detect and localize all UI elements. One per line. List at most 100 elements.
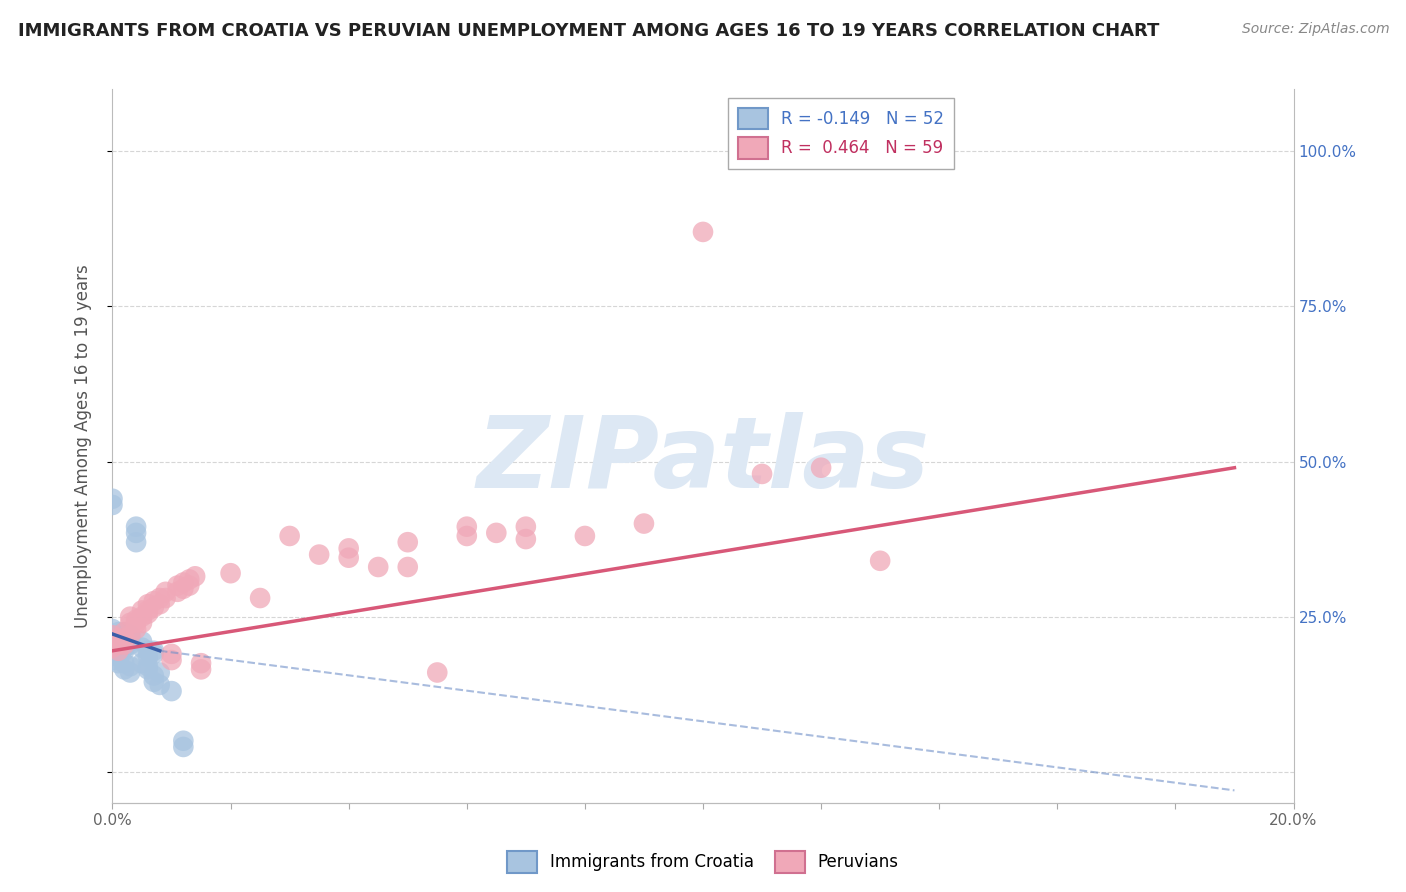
Point bbox=[107, 650, 129, 665]
Point bbox=[172, 575, 194, 590]
Point bbox=[120, 638, 142, 652]
Point bbox=[136, 603, 159, 617]
Point bbox=[131, 656, 153, 670]
Point bbox=[149, 597, 172, 611]
Point bbox=[120, 628, 142, 642]
Point bbox=[125, 615, 148, 630]
Point bbox=[456, 519, 478, 533]
Point bbox=[120, 609, 142, 624]
Legend: R = -0.149   N = 52, R =  0.464   N = 59: R = -0.149 N = 52, R = 0.464 N = 59 bbox=[728, 97, 955, 169]
Point bbox=[107, 644, 129, 658]
Point bbox=[107, 632, 129, 646]
Point bbox=[120, 632, 142, 646]
Point bbox=[107, 632, 129, 646]
Point bbox=[179, 573, 201, 587]
Point bbox=[367, 560, 389, 574]
Point bbox=[107, 638, 129, 652]
Point bbox=[101, 628, 124, 642]
Point bbox=[278, 529, 301, 543]
Point bbox=[112, 656, 135, 670]
Point bbox=[142, 594, 165, 608]
Point bbox=[112, 662, 135, 676]
Point bbox=[101, 647, 124, 661]
Point bbox=[426, 665, 449, 680]
Point bbox=[136, 659, 159, 673]
Point bbox=[160, 653, 183, 667]
Point bbox=[308, 548, 330, 562]
Point bbox=[149, 678, 172, 692]
Point bbox=[101, 638, 124, 652]
Point bbox=[131, 640, 153, 655]
Point bbox=[166, 579, 188, 593]
Point bbox=[120, 628, 142, 642]
Point bbox=[142, 600, 165, 615]
Point bbox=[107, 644, 129, 658]
Point bbox=[112, 638, 135, 652]
Point bbox=[120, 665, 142, 680]
Point bbox=[396, 535, 419, 549]
Point bbox=[692, 225, 714, 239]
Point bbox=[136, 597, 159, 611]
Point bbox=[633, 516, 655, 531]
Point bbox=[101, 640, 124, 655]
Point bbox=[155, 591, 177, 605]
Point bbox=[249, 591, 271, 605]
Point bbox=[131, 609, 153, 624]
Point bbox=[112, 640, 135, 655]
Point bbox=[101, 632, 124, 646]
Point bbox=[107, 628, 129, 642]
Point bbox=[337, 541, 360, 556]
Point bbox=[125, 525, 148, 540]
Point bbox=[190, 662, 212, 676]
Point bbox=[136, 662, 159, 676]
Point bbox=[107, 638, 129, 652]
Point bbox=[160, 647, 183, 661]
Point bbox=[160, 684, 183, 698]
Point bbox=[107, 656, 129, 670]
Point bbox=[574, 529, 596, 543]
Point bbox=[172, 582, 194, 596]
Point bbox=[125, 613, 148, 627]
Point bbox=[142, 647, 165, 661]
Point bbox=[107, 625, 129, 640]
Point bbox=[155, 584, 177, 599]
Point bbox=[101, 491, 124, 506]
Point bbox=[131, 615, 153, 630]
Point bbox=[112, 632, 135, 646]
Point bbox=[120, 659, 142, 673]
Point bbox=[101, 634, 124, 648]
Point bbox=[396, 560, 419, 574]
Point bbox=[112, 625, 135, 640]
Text: IMMIGRANTS FROM CROATIA VS PERUVIAN UNEMPLOYMENT AMONG AGES 16 TO 19 YEARS CORRE: IMMIGRANTS FROM CROATIA VS PERUVIAN UNEM… bbox=[18, 22, 1160, 40]
Point bbox=[101, 498, 124, 512]
Point bbox=[337, 550, 360, 565]
Point bbox=[101, 622, 124, 636]
Point bbox=[112, 638, 135, 652]
Point bbox=[125, 519, 148, 533]
Y-axis label: Unemployment Among Ages 16 to 19 years: Unemployment Among Ages 16 to 19 years bbox=[73, 264, 91, 628]
Point bbox=[515, 519, 537, 533]
Point bbox=[485, 525, 508, 540]
Point bbox=[810, 460, 832, 475]
Point bbox=[149, 591, 172, 605]
Text: Source: ZipAtlas.com: Source: ZipAtlas.com bbox=[1241, 22, 1389, 37]
Point bbox=[219, 566, 242, 581]
Point bbox=[101, 634, 124, 648]
Point bbox=[120, 634, 142, 648]
Point bbox=[142, 668, 165, 682]
Point bbox=[131, 603, 153, 617]
Point bbox=[142, 644, 165, 658]
Point bbox=[101, 640, 124, 655]
Point bbox=[136, 607, 159, 621]
Point bbox=[107, 640, 129, 655]
Point bbox=[456, 529, 478, 543]
Point bbox=[869, 554, 891, 568]
Legend: Immigrants from Croatia, Peruvians: Immigrants from Croatia, Peruvians bbox=[501, 845, 905, 880]
Point bbox=[166, 584, 188, 599]
Point bbox=[125, 622, 148, 636]
Point bbox=[515, 532, 537, 546]
Point bbox=[112, 644, 135, 658]
Point bbox=[172, 739, 194, 754]
Point bbox=[107, 634, 129, 648]
Point bbox=[112, 632, 135, 646]
